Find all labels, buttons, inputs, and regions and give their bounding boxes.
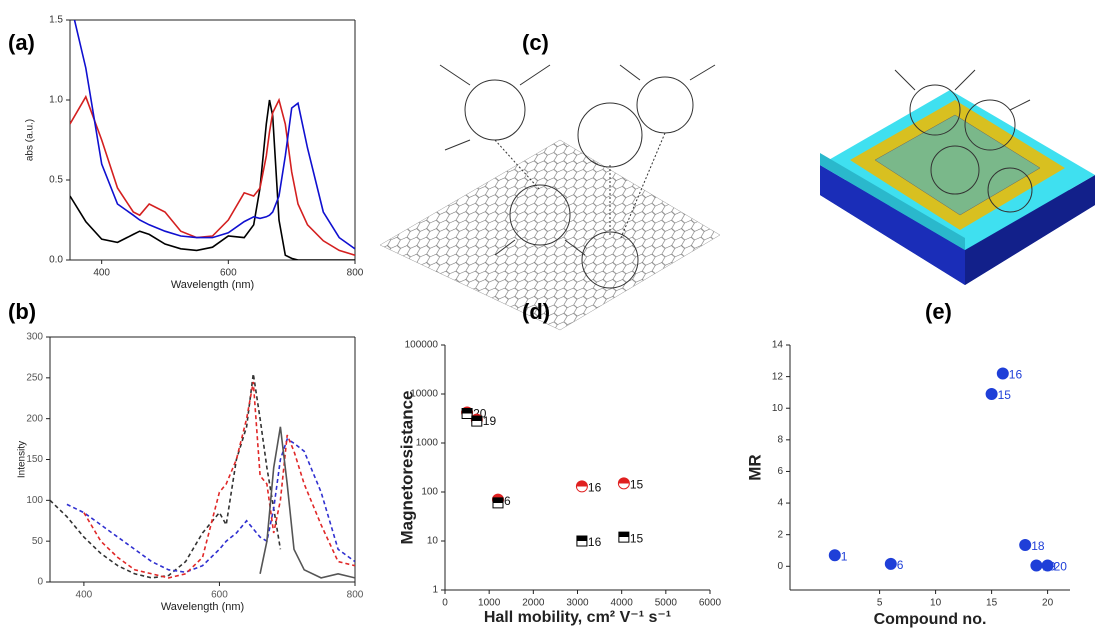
point-label: 1 (841, 549, 848, 563)
y-tick-label: 8 (777, 434, 783, 445)
x-tick-label: 400 (76, 590, 93, 601)
y-tick-label: 200 (26, 413, 43, 424)
point (471, 415, 483, 427)
x-tick-label: 3000 (566, 598, 589, 609)
y-tick-label: 0 (777, 561, 783, 572)
x-tick-label: 800 (347, 268, 364, 279)
point-label: 20 (1054, 560, 1068, 574)
series-line (70, 94, 355, 256)
y-tick-label: 150 (26, 454, 43, 465)
x-tick-label: 600 (211, 590, 228, 601)
x-axis-label: Wavelength (nm) (161, 601, 244, 613)
y-tick-label: 1 (432, 585, 438, 596)
panel-label: (b) (8, 299, 36, 324)
point-label: 15 (630, 478, 644, 492)
panel-label: (a) (8, 30, 35, 55)
x-tick-label: 1000 (478, 598, 501, 609)
chart-panel: (b) 400 600 800 0 50 100 150 200 250 300 Wavelength… (8, 299, 364, 613)
point-label: 6 (504, 494, 511, 508)
y-tick-label: 1000 (416, 438, 439, 449)
point (985, 388, 998, 400)
y-tick-label: 100 (26, 495, 43, 506)
y-tick-label: 1.0 (49, 95, 63, 106)
point (576, 535, 588, 547)
y-tick-label: 250 (26, 372, 43, 383)
point-label: 18 (1031, 539, 1045, 553)
y-tick-label: 300 (26, 332, 43, 343)
y-tick-label: 1.5 (49, 15, 63, 26)
y-tick-label: 6 (777, 466, 783, 477)
point (575, 480, 588, 493)
point (617, 477, 630, 490)
point-label: 16 (588, 481, 602, 495)
point (492, 497, 504, 509)
x-tick-label: 15 (986, 598, 998, 609)
point-label: 16 (1009, 368, 1023, 382)
point (1041, 559, 1054, 572)
series-line (66, 437, 355, 574)
series-line (259, 426, 355, 579)
point (1030, 559, 1043, 572)
y-tick-label: 50 (32, 536, 44, 547)
series-line (50, 373, 282, 579)
chart-panel: (d) 0 1000 2000 3000 4000 5000 6000 1 10 100 1000 10… (397, 299, 721, 626)
x-tick-label: 600 (220, 268, 237, 279)
x-tick-label: 6000 (699, 598, 722, 609)
y-axis-label: Magnetoresistance (397, 391, 416, 545)
point-label: 6 (897, 558, 904, 572)
graphene-diagram (379, 64, 721, 331)
y-tick-label: 100000 (405, 340, 439, 351)
y-tick-label: 0.0 (49, 255, 63, 266)
y-axis-label: MR (745, 454, 764, 480)
y-tick-label: 4 (777, 498, 783, 509)
point-label: 15 (998, 388, 1012, 402)
point (996, 367, 1009, 380)
panel-label: (d) (522, 299, 550, 324)
series-line (70, 99, 355, 260)
x-axis-label: Hall mobility, cm² V⁻¹ s⁻¹ (484, 609, 671, 626)
y-tick-label: 10 (772, 403, 784, 414)
y-tick-label: 10000 (410, 389, 438, 400)
x-axis-label: Wavelength (nm) (171, 279, 254, 291)
y-tick-label: 12 (772, 371, 784, 382)
x-tick-label: 800 (347, 590, 364, 601)
point (828, 549, 841, 562)
y-tick-label: 0.5 (49, 175, 63, 186)
y-axis-label: abs (a.u.) (25, 119, 36, 161)
x-tick-label: 5000 (655, 598, 678, 609)
y-axis-label: Intensity (17, 441, 28, 478)
point (1019, 538, 1032, 551)
x-axis-label: Compound no. (874, 611, 987, 628)
x-tick-label: 400 (93, 268, 110, 279)
chart-panel: (a) 400 600 800 0.0 0.5 1.0 1.5 Wavelength (nm) a… (8, 15, 364, 291)
y-tick-label: 100 (421, 487, 438, 498)
x-tick-label: 2000 (522, 598, 545, 609)
y-tick-label: 2 (777, 529, 783, 540)
device-diagram (820, 69, 1095, 285)
series-line (73, 20, 355, 250)
series-line (83, 381, 355, 579)
point-label: 16 (588, 535, 602, 549)
panel-label: (c) (522, 30, 549, 55)
x-tick-label: 4000 (611, 598, 634, 609)
point (618, 531, 630, 543)
x-tick-label: 20 (1042, 598, 1054, 609)
x-tick-label: 5 (877, 598, 883, 609)
point (461, 407, 473, 419)
panel-label: (e) (925, 299, 952, 324)
y-tick-label: 0 (37, 577, 43, 588)
x-tick-label: 10 (930, 598, 942, 609)
y-tick-label: 10 (427, 536, 439, 547)
point (884, 557, 897, 570)
point-label: 19 (483, 414, 497, 428)
point-label: 15 (630, 531, 644, 545)
y-tick-label: 14 (772, 340, 784, 351)
x-tick-label: 0 (442, 598, 448, 609)
